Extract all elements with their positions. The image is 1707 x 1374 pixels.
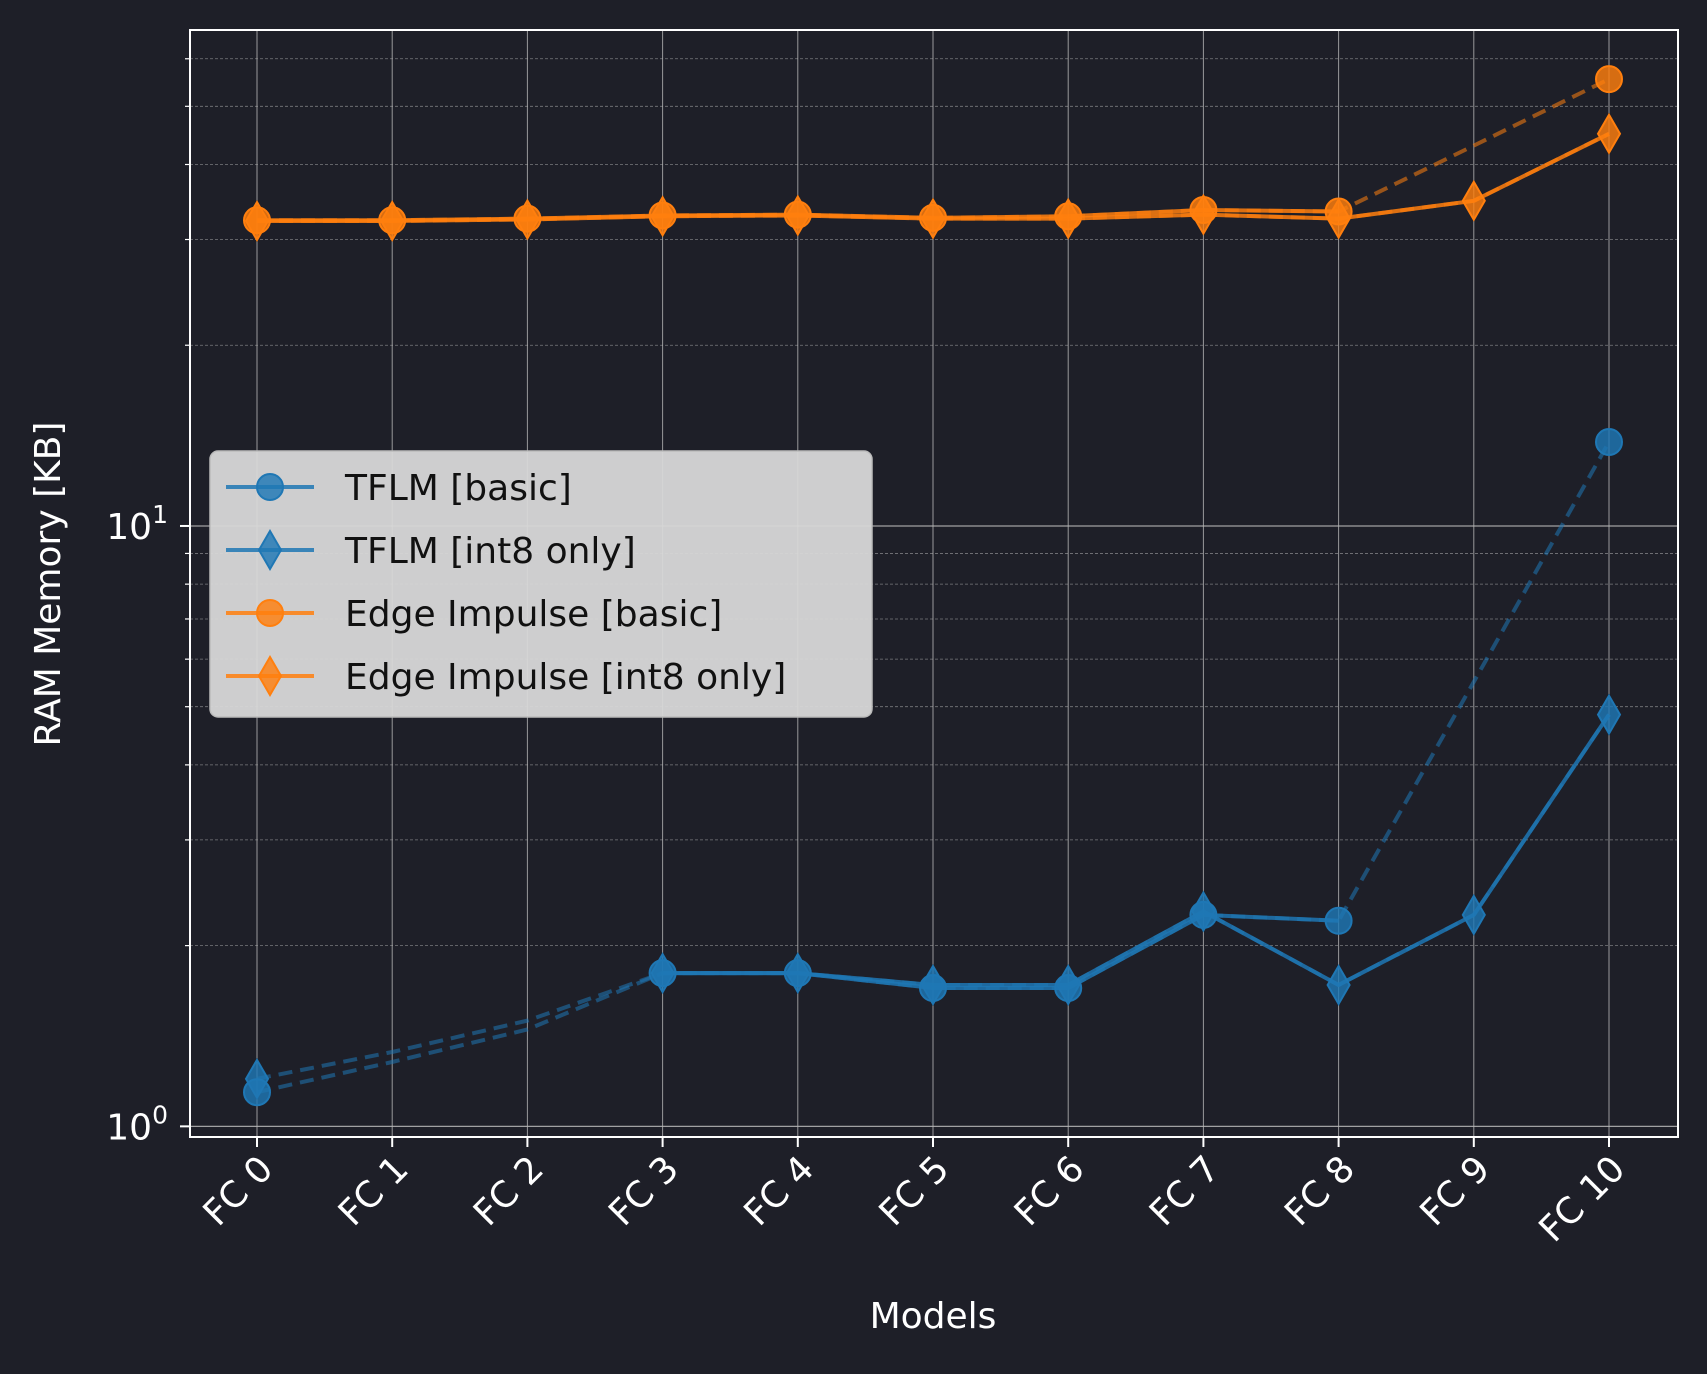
y-axis-title: RAM Memory [KB] — [28, 422, 69, 747]
legend-label-tflm-int8-only: TFLM [int8 only] — [344, 531, 636, 572]
tflm-int8-only-point — [785, 952, 810, 995]
legend-item: TFLM [int8 only] — [226, 529, 636, 572]
edge-impulse-int8-only-point — [785, 194, 810, 237]
tflm-int8-only-point — [1326, 963, 1351, 1006]
tflm-int8-only-point — [920, 963, 946, 1006]
tflm-int8-only-line — [662, 713, 1611, 987]
x-axis-title: Models — [870, 1296, 997, 1337]
legend-marker-diamond — [257, 529, 283, 571]
y-tick-label: 100 — [106, 1100, 168, 1148]
edge-impulse-int8-only-point — [1056, 197, 1081, 240]
tflm-basic-point — [1595, 427, 1623, 456]
tflm-int8-only-point — [1191, 890, 1216, 933]
tflm-int8-only-point — [1056, 963, 1081, 1006]
edge-impulse-int8-only-point — [515, 198, 540, 241]
legend-item: TFLM [basic] — [226, 468, 572, 509]
series-markers — [243, 65, 1623, 1107]
legend-marker-circle — [256, 599, 284, 627]
legend: TFLM [basic] TFLM [int8 only] Edge Impulse… — [209, 450, 873, 718]
legend-box — [209, 450, 873, 718]
legend-marker-diamond — [257, 655, 283, 697]
tflm-int8-only-point — [650, 952, 675, 995]
legend-label-tflm-basic: TFLM [basic] — [344, 468, 572, 509]
legend-item: Edge Impulse [int8 only] — [226, 655, 786, 698]
edge-impulse-int8-only-point — [244, 200, 270, 243]
tflm-int8-only-point — [1461, 893, 1486, 936]
edge-impulse-basic-point — [1595, 65, 1623, 94]
edge-impulse-int8-only-point — [920, 197, 946, 240]
edge-impulse-int8-only-point — [1191, 193, 1216, 236]
edge-impulse-int8-only-point — [1326, 197, 1351, 240]
tflm-basic-point — [1324, 906, 1353, 935]
edge-impulse-int8-only-point — [650, 195, 675, 238]
legend-label-edge-impulse-basic: Edge Impulse [basic] — [345, 594, 722, 635]
tflm-int8-only-point — [244, 1057, 270, 1100]
edge-impulse-int8-only-point — [1461, 179, 1486, 222]
edge-impulse-int8-only-point — [1596, 112, 1622, 155]
tflm-int8-only-point — [1596, 693, 1622, 736]
legend-label-edge-impulse-int8-only: Edge Impulse [int8 only] — [345, 657, 786, 698]
legend-item: Edge Impulse [basic] — [226, 594, 722, 635]
legend-marker-circle — [256, 473, 284, 501]
edge-impulse-int8-only-point — [380, 200, 405, 243]
y-tick-label: 101 — [106, 500, 168, 548]
